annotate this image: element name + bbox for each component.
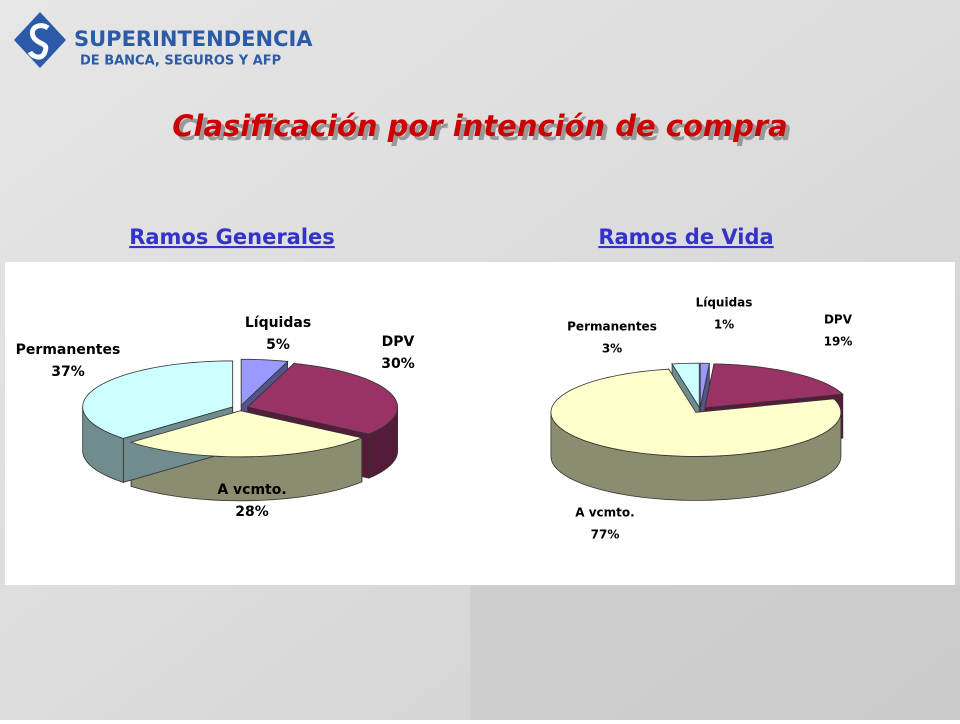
logo-s: [27, 23, 50, 60]
logo-title: SUPERINTENDENCIA: [74, 27, 313, 51]
slice-label: A vcmto.: [575, 506, 634, 520]
logo-subtitle: DE BANCA, SEGUROS Y AFP: [80, 54, 281, 69]
slice-value: 1%: [714, 318, 734, 332]
slice-label: Permanentes: [16, 342, 121, 358]
chart-title: Ramos de Vida: [598, 225, 773, 249]
pie-slice: [240, 358, 289, 407]
slice-value: 5%: [266, 337, 290, 353]
slice-value: 19%: [824, 335, 853, 349]
slide-title: Clasificación por intención de compra: [172, 109, 788, 143]
watermark: [470, 585, 960, 720]
chart-title: Ramos Generales: [129, 225, 335, 249]
pie-slice: [704, 363, 844, 409]
pie-slice: [129, 410, 364, 458]
slice-label: Permanentes: [567, 320, 657, 334]
slice-value: 28%: [235, 504, 269, 520]
slice-label: Líquidas: [245, 315, 311, 331]
slice-value: 37%: [51, 364, 85, 380]
pie-slice: [671, 362, 700, 409]
pie-slice: [550, 368, 842, 457]
title-shadow: Clasificación por intención de compra: [176, 113, 792, 147]
pie-slice: [246, 362, 399, 435]
slice-value: 77%: [591, 528, 620, 542]
slice-value: 3%: [602, 342, 622, 356]
slice-label: DPV: [824, 313, 853, 327]
slice-value: 30%: [381, 356, 415, 372]
slice-label: Líquidas: [696, 296, 753, 310]
slice-label: A vcmto.: [217, 482, 286, 498]
pie-slice: [699, 362, 710, 408]
logo: SUPERINTENDENCIA DE BANCA, SEGUROS Y AFP: [14, 12, 313, 69]
pie-slice: [82, 360, 234, 439]
slice-label: DPV: [382, 334, 415, 350]
